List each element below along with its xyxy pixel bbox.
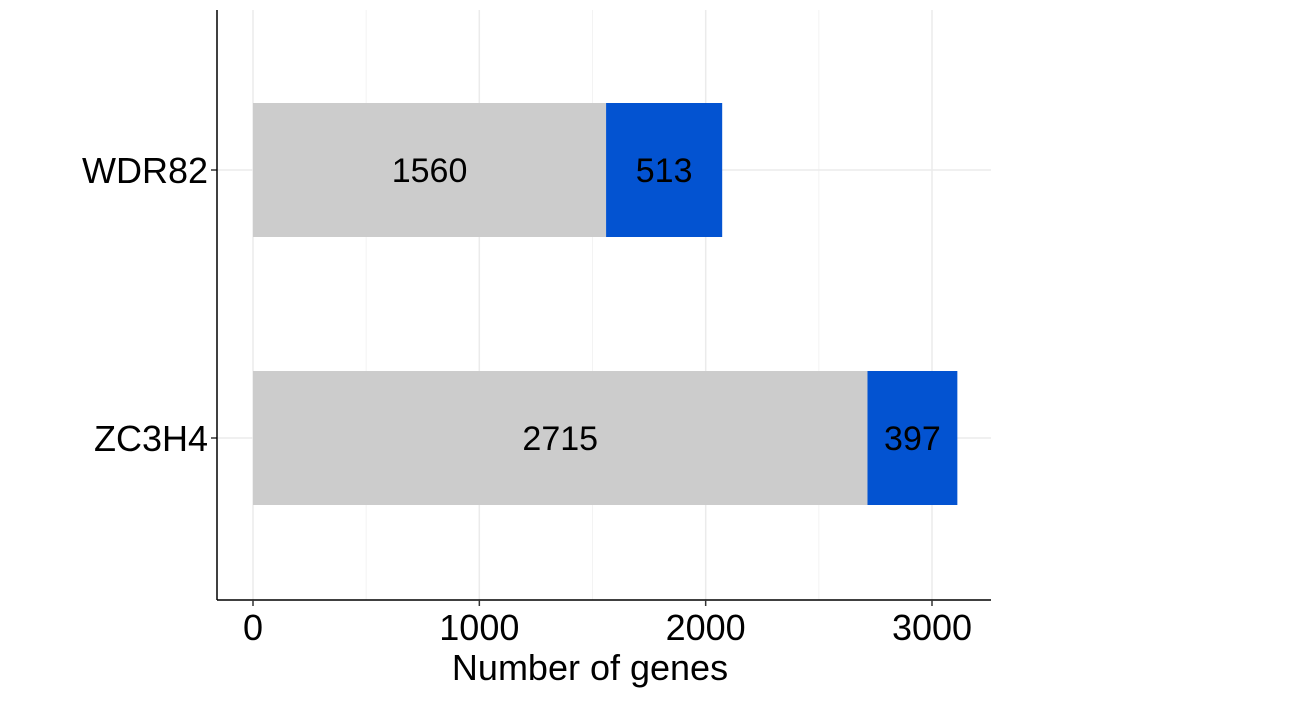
- bar-value-label: 397: [884, 420, 941, 458]
- grid-lines: [217, 10, 991, 600]
- labels: 1560 513 WDR82 2715 397 ZC3H4 0 1000 2000 3000: [82, 150, 972, 648]
- x-tick-label: 1000: [439, 607, 519, 648]
- bar-value-label: 2715: [522, 420, 598, 458]
- bar-wdr82-segment-2: [606, 103, 723, 237]
- bar-wdr82-segment-1: [253, 103, 607, 237]
- x-axis-title: Number of genes: [452, 647, 728, 688]
- axes: [211, 10, 991, 606]
- bar-value-label: 513: [636, 152, 693, 190]
- category-label: ZC3H4: [94, 418, 208, 459]
- bars: [253, 103, 958, 505]
- bar-zc3h4-segment-2: [867, 371, 958, 505]
- x-tick-label: 3000: [892, 607, 972, 648]
- x-tick-label: 0: [243, 607, 263, 648]
- bar-zc3h4-segment-1: [253, 371, 868, 505]
- bar-value-label: 1560: [392, 152, 468, 190]
- category-label: WDR82: [82, 150, 208, 191]
- x-tick-label: 2000: [666, 607, 746, 648]
